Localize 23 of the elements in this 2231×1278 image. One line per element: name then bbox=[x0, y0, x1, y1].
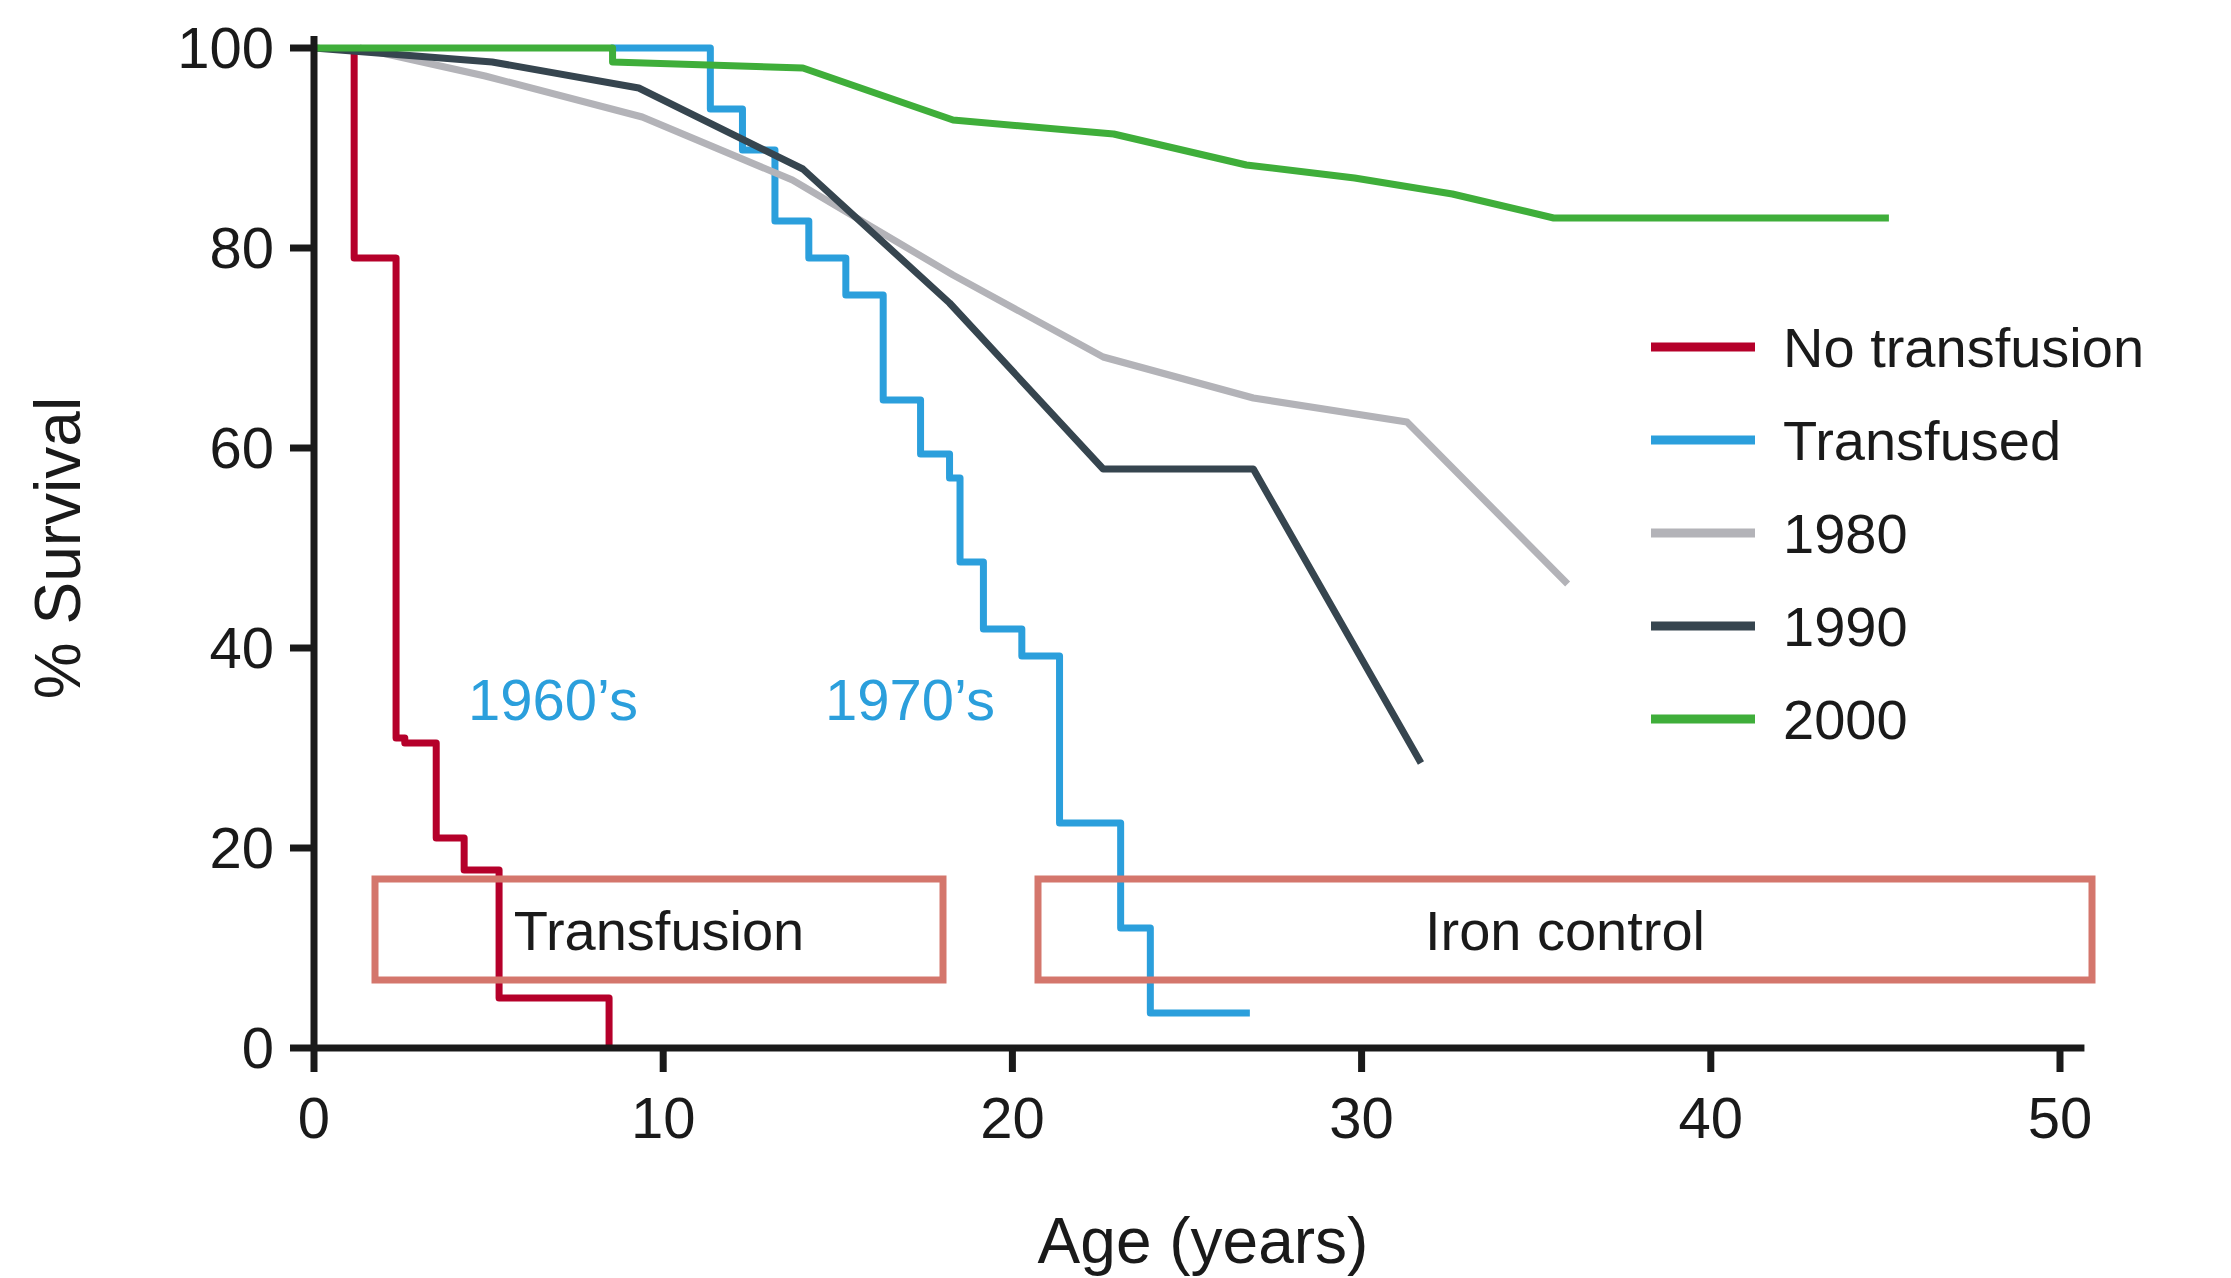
x-axis-title: Age (years) bbox=[1037, 1205, 1369, 1277]
annotation: Transfusion bbox=[513, 898, 805, 962]
annotation: 1960’s bbox=[468, 667, 638, 732]
legend-label: Transfused bbox=[1783, 409, 2062, 472]
x-tick-label: 20 bbox=[980, 1085, 1045, 1150]
x-tick-label: 50 bbox=[2027, 1085, 2093, 1150]
y-axis-title: % Survival bbox=[22, 396, 94, 700]
annotation: 1970’s bbox=[825, 667, 995, 732]
x-tick-label: 0 bbox=[297, 1085, 331, 1150]
y-tick-label: 60 bbox=[209, 415, 274, 480]
y-tick-label: 100 bbox=[177, 15, 274, 80]
legend-label: 1980 bbox=[1783, 502, 1908, 565]
legend-label: 2000 bbox=[1783, 688, 1908, 751]
x-tick-label: 30 bbox=[1329, 1085, 1394, 1150]
y-tick-label: 20 bbox=[209, 815, 274, 880]
y-tick-label: 0 bbox=[241, 1015, 274, 1080]
legend-label: No transfusion bbox=[1783, 316, 2145, 379]
annotation: Iron control bbox=[1424, 898, 1706, 962]
x-tick-label: 10 bbox=[630, 1085, 696, 1150]
legend-label: 1990 bbox=[1783, 595, 1908, 658]
y-tick-label: 40 bbox=[209, 615, 274, 680]
y-tick-label: 80 bbox=[209, 215, 274, 280]
x-tick-label: 40 bbox=[1678, 1085, 1744, 1150]
